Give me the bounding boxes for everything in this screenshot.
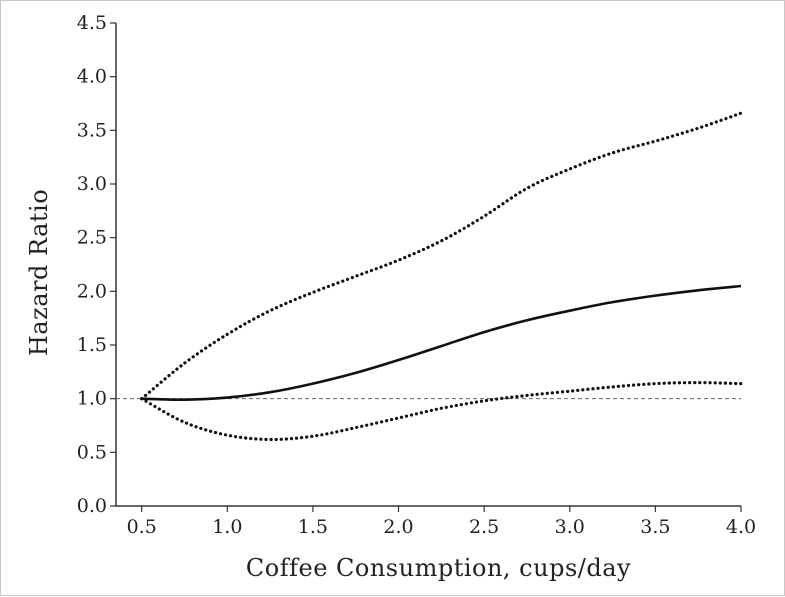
y-tick-label: 0.5 [77,441,107,463]
y-tick-label: 4.0 [77,66,107,88]
y-tick-label: 3.5 [77,119,107,141]
y-tick-label: 1.5 [77,334,107,356]
y-tick-label: 4.5 [77,12,107,34]
x-tick-label: 0.5 [127,516,157,538]
series-group [140,111,743,442]
x-tick-label: 3.5 [640,516,670,538]
y-tick-label: 1.0 [77,388,107,410]
y-axis-title: Hazard Ratio [25,189,53,356]
y-tick-label: 2.0 [77,280,107,302]
axes [110,22,742,512]
tick-labels: 0.0 0.5 1.0 1.5 2.0 2.5 3.0 3.5 4.0 4.5 0.5 1.0 1.5 2… [77,12,756,538]
x-tick-label: 3.0 [555,516,585,538]
x-axis-title: Coffee Consumption, cups/day [246,554,631,582]
x-tick-label: 4.0 [726,516,756,538]
y-tick-label: 2.5 [77,227,107,249]
estimate-line [141,284,742,402]
x-tick-label: 2.0 [383,516,413,538]
y-tick-label: 3.0 [77,173,107,195]
x-tick-label: 1.5 [298,516,328,538]
x-tick-label: 2.5 [469,516,499,538]
x-tick-label: 1.0 [212,516,242,538]
y-tick-label: 0.0 [77,495,107,517]
ci-bound-line-1 [140,111,743,401]
ci-bound-line-2 [140,380,743,442]
